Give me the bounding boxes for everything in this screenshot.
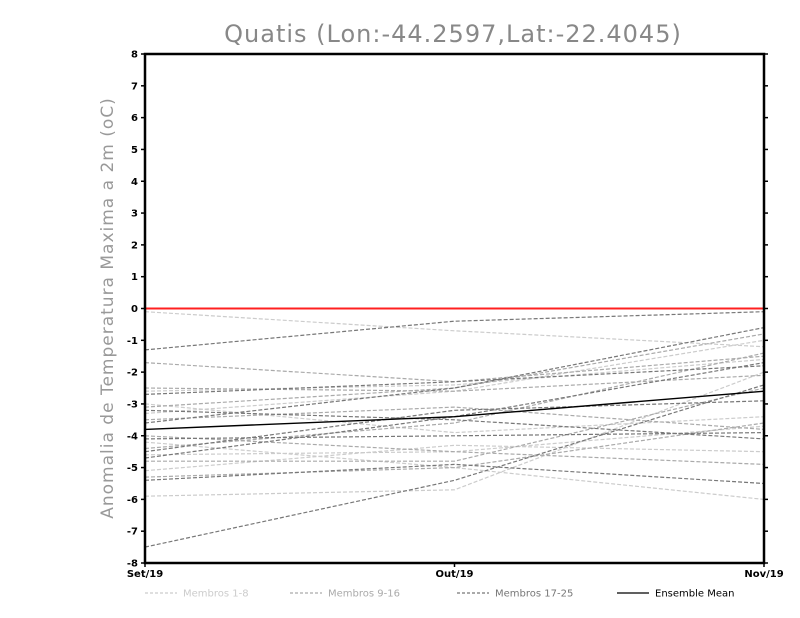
member-line-5 [144,444,765,472]
member-line-14 [144,352,765,450]
member-line-20 [144,327,765,424]
y-tick-label: -6 [127,495,138,506]
y-tick-label: -8 [127,559,138,570]
legend-label-4: Ensemble Mean [655,589,734,600]
member-line-16 [144,422,765,478]
member-line-1 [144,311,765,348]
y-tick-label: -2 [127,368,138,379]
member-line-2 [144,403,765,434]
chart-title: Quatis (Lon:-44.2597,Lat:-22.4045) [224,20,682,48]
y-tick-label: 3 [131,209,138,220]
legend-label-2: Membros 9-16 [328,589,400,600]
x-axis: Set/19 Out/19 Nov/19 [127,563,784,580]
y-tick-label: -3 [127,399,138,410]
member-line-6 [144,371,765,497]
member-line-8 [144,339,765,415]
member-line-13 [144,435,765,465]
x-tick-label: Nov/19 [744,569,783,580]
y-tick-label: -7 [127,527,138,538]
member-line-24 [144,432,765,440]
member-line-7 [144,358,765,392]
plot-lines [144,311,765,548]
member-line-22 [144,463,765,485]
member-line-12 [144,406,765,430]
ensemble-mean-line [144,390,765,431]
member-line-19 [144,409,765,440]
x-tick-label: Set/19 [127,569,163,580]
legend: Membros 1-8 Membros 9-16 Membros 17-25 Ense… [145,589,734,600]
y-axis-label: Anomalia de Temperatura Maxima a 2m (oC) [98,97,118,519]
y-axis: 8 7 6 5 4 3 2 1 0 -1 -2 -3 -4 -5 -6 -7 -8 [127,50,768,570]
legend-label-3: Membros 17-25 [495,589,573,600]
y-tick-label: -1 [127,336,138,347]
y-tick-label: 7 [131,81,138,92]
y-tick-label: 0 [131,304,138,315]
member-line-23 [144,384,765,548]
legend-label-1: Membros 1-8 [183,589,249,600]
member-line-10 [144,374,765,392]
y-tick-label: 2 [131,240,138,251]
member-line-18 [144,365,765,395]
x-tick-label: Out/19 [436,569,474,580]
member-line-15 [145,387,765,462]
member-line-17 [144,311,765,351]
member-line-3 [144,441,765,500]
y-tick-label: -5 [127,463,138,474]
member-line-11 [144,333,765,408]
y-tick-label: 4 [131,177,138,188]
y-tick-label: -4 [127,431,138,442]
member-line-9 [144,355,765,383]
y-tick-label: 5 [131,145,138,156]
y-tick-label: 1 [131,272,138,283]
y-tick-label: 8 [131,50,138,61]
y-tick-label: 6 [131,113,138,124]
